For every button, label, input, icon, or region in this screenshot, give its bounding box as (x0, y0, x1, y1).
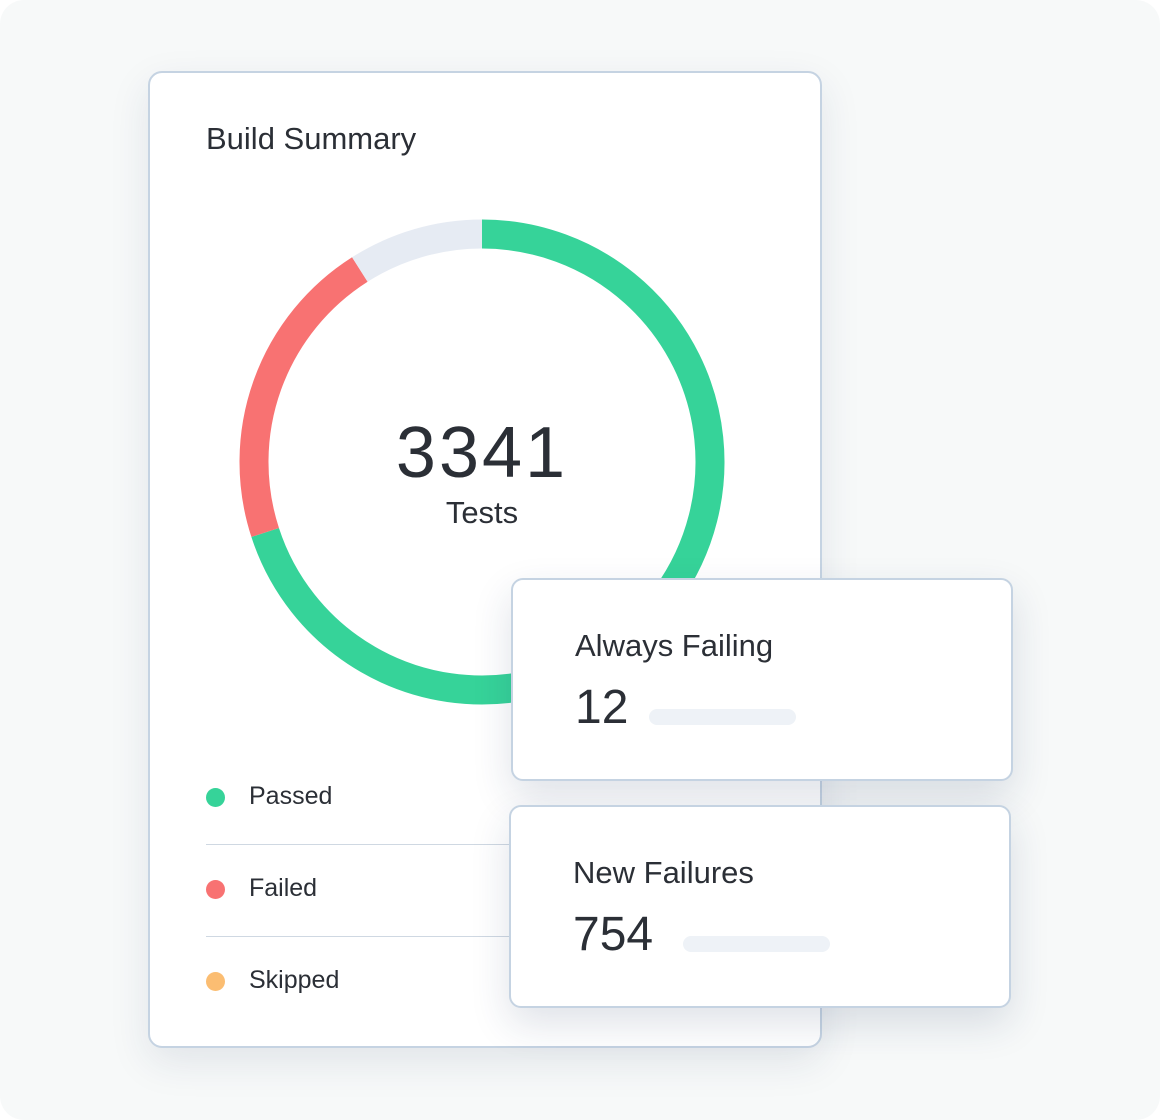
metric-placeholder-bar (683, 936, 830, 952)
total-tests-value: 3341 (395, 413, 569, 493)
passed-dot-icon (206, 788, 225, 807)
legend-label: Passed (249, 782, 333, 810)
total-tests-label: Tests (445, 495, 519, 530)
metric-title: Always Failing (575, 628, 774, 663)
metric-title: New Failures (573, 855, 754, 890)
metric-value: 12 (575, 681, 629, 734)
legend-item-passed[interactable]: Passed (206, 753, 526, 845)
build-summary-card: Build Summary 3341 Tests Passed Failed S… (148, 71, 822, 1048)
skipped-dot-icon (206, 972, 225, 991)
new-failures-card[interactable]: New Failures 754 (509, 805, 1011, 1008)
donut-segment-skipped[interactable] (352, 219, 483, 282)
card-title: Build Summary (206, 121, 417, 156)
always-failing-card[interactable]: Always Failing 12 (511, 578, 1013, 781)
donut-segment-failed[interactable] (239, 257, 368, 537)
legend-item-failed[interactable]: Failed (206, 845, 526, 937)
metric-value: 754 (573, 908, 654, 961)
metric-placeholder-bar (649, 709, 796, 725)
legend-item-skipped[interactable]: Skipped (206, 937, 526, 1029)
failed-dot-icon (206, 880, 225, 899)
legend-label: Skipped (249, 966, 340, 994)
donut-center: 3341 Tests (382, 413, 582, 533)
legend-label: Failed (249, 874, 318, 902)
chart-legend: Passed Failed Skipped (206, 753, 526, 1029)
